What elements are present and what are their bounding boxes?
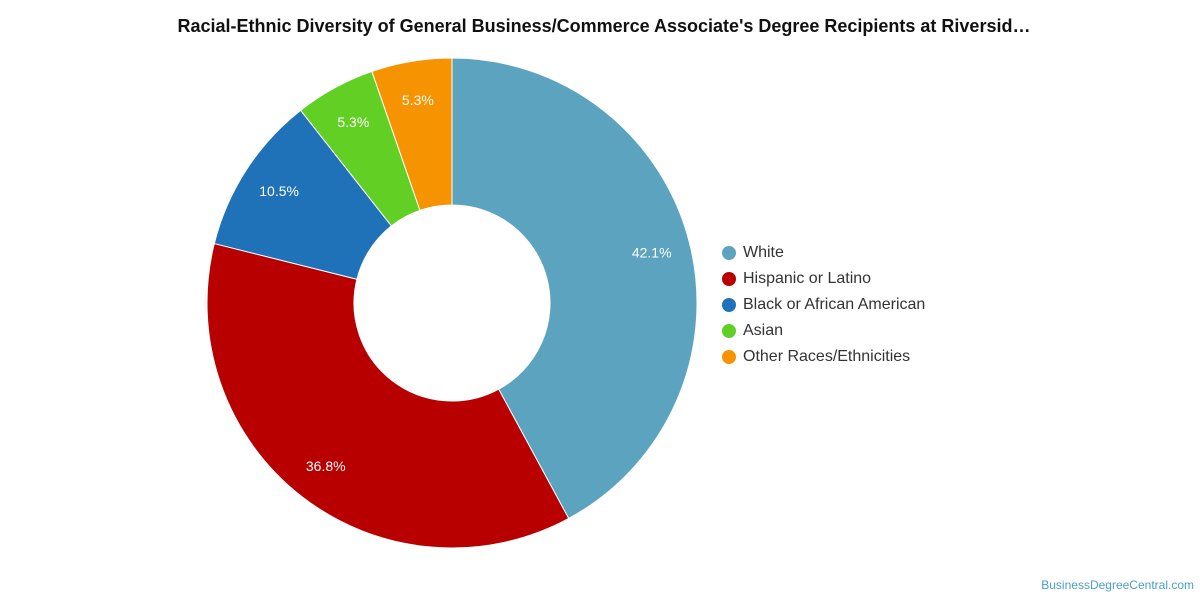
- legend-item[interactable]: Hispanic or Latino: [722, 266, 925, 292]
- legend-swatch-icon: [722, 272, 736, 286]
- legend-item[interactable]: Black or African American: [722, 292, 925, 318]
- legend-item[interactable]: Other Races/Ethnicities: [722, 344, 925, 370]
- slice-data-label: 10.5%: [259, 183, 299, 199]
- legend-label: Asian: [743, 322, 784, 339]
- legend-swatch-icon: [722, 246, 736, 260]
- legend-label: Hispanic or Latino: [743, 270, 872, 287]
- legend-label: White: [743, 244, 784, 261]
- slice-black-or-african-american[interactable]: [213, 109, 393, 280]
- slice-data-label: 36.8%: [306, 458, 346, 474]
- legend-swatch-icon: [722, 350, 736, 364]
- slice-data-label: 5.3%: [337, 114, 369, 130]
- source-credit[interactable]: BusinessDegreeCentral.com: [1041, 578, 1194, 592]
- legend-label: Other Races/Ethnicities: [743, 348, 911, 365]
- slice-data-label: 5.3%: [402, 92, 434, 108]
- chart-legend: White Hispanic or Latino Black or African …: [722, 240, 925, 370]
- legend-item[interactable]: Asian: [722, 318, 925, 344]
- legend-label: Black or African American: [743, 296, 926, 313]
- slice-white[interactable]: [451, 57, 698, 520]
- slice-other-races-ethnicities[interactable]: [371, 57, 453, 212]
- chart-title: Racial-Ethnic Diversity of General Busin…: [177, 16, 1031, 36]
- slice-hispanic-or-latino[interactable]: [206, 242, 570, 549]
- legend-item[interactable]: White: [722, 240, 925, 266]
- legend-swatch-icon: [722, 298, 736, 312]
- legend-swatch-icon: [722, 324, 736, 338]
- slice-data-label: 42.1%: [632, 244, 672, 260]
